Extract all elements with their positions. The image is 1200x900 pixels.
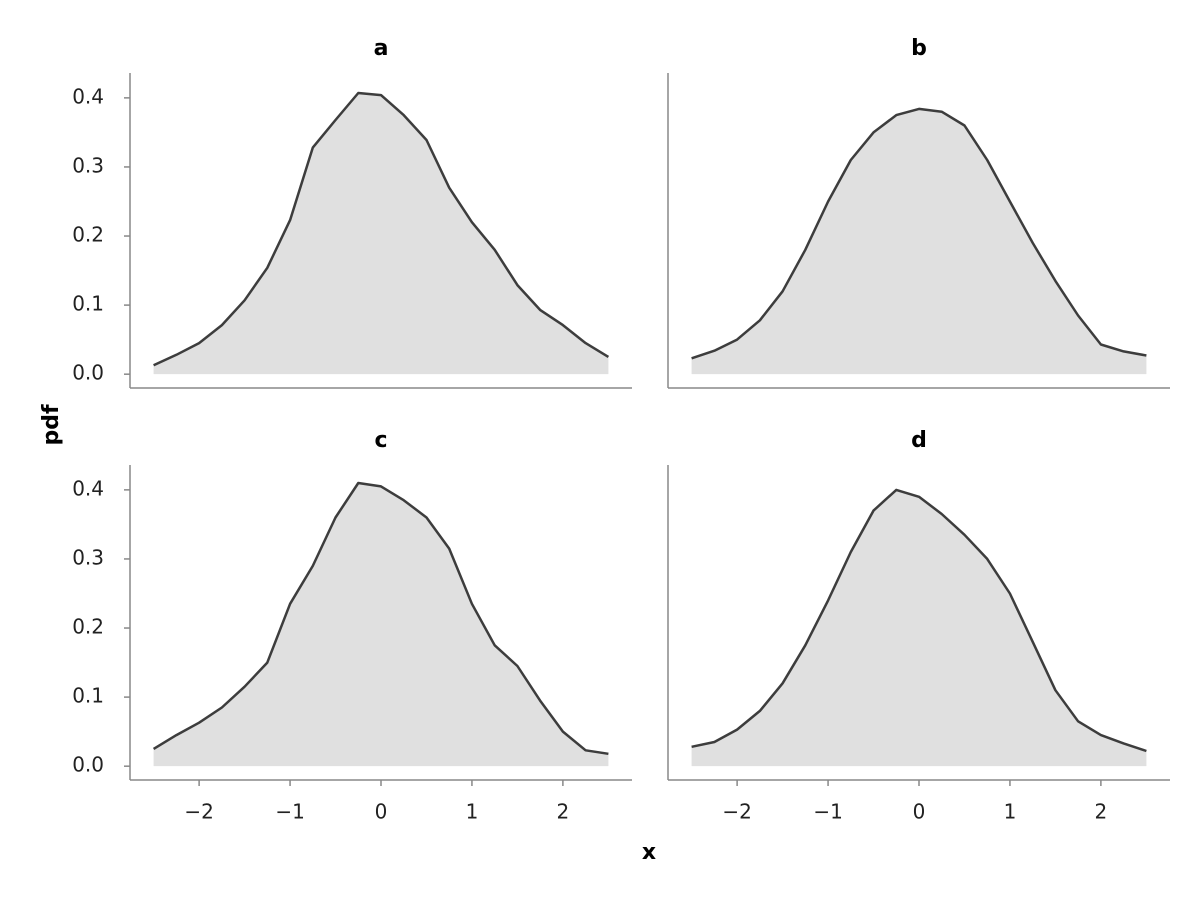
panel-title: a [374, 36, 389, 61]
density-line [153, 91, 610, 367]
y-tick-label: 0.4 [72, 84, 104, 108]
x-tick-label: −1 [813, 800, 842, 824]
y-tick-label: 0.1 [72, 292, 104, 316]
y-tick-label: 0.2 [72, 615, 104, 639]
x-tick-label: −2 [184, 800, 213, 824]
x-tick-label: 2 [1095, 800, 1108, 824]
density-line [152, 481, 609, 756]
y-tick-label: 0.2 [72, 223, 104, 247]
x-tick-label: −1 [275, 800, 304, 824]
density-area [153, 93, 609, 375]
x-tick-label: 2 [557, 800, 570, 824]
density-line [691, 488, 1147, 753]
density-area [691, 108, 1147, 375]
density-area [691, 489, 1147, 767]
x-tick-label: 1 [466, 800, 479, 824]
y-tick-label: 0.3 [72, 545, 104, 569]
x-tick-label: 0 [375, 800, 388, 824]
density-area [153, 483, 609, 767]
y-tick-label: 0.0 [72, 753, 104, 777]
density-line [691, 107, 1147, 360]
y-tick-label: 0.0 [72, 361, 104, 385]
x-tick-label: −2 [722, 800, 751, 824]
panel-title: c [374, 428, 387, 453]
y-tick-label: 0.4 [72, 476, 104, 500]
y-tick-label: 0.3 [72, 153, 104, 177]
x-axis-label: x [642, 840, 656, 865]
y-axis-label: pdf [39, 404, 64, 445]
panel-title: b [911, 36, 927, 61]
x-tick-label: 0 [913, 800, 926, 824]
y-tick-label: 0.1 [72, 684, 104, 708]
panel-title: d [911, 428, 927, 453]
x-tick-label: 1 [1004, 800, 1017, 824]
